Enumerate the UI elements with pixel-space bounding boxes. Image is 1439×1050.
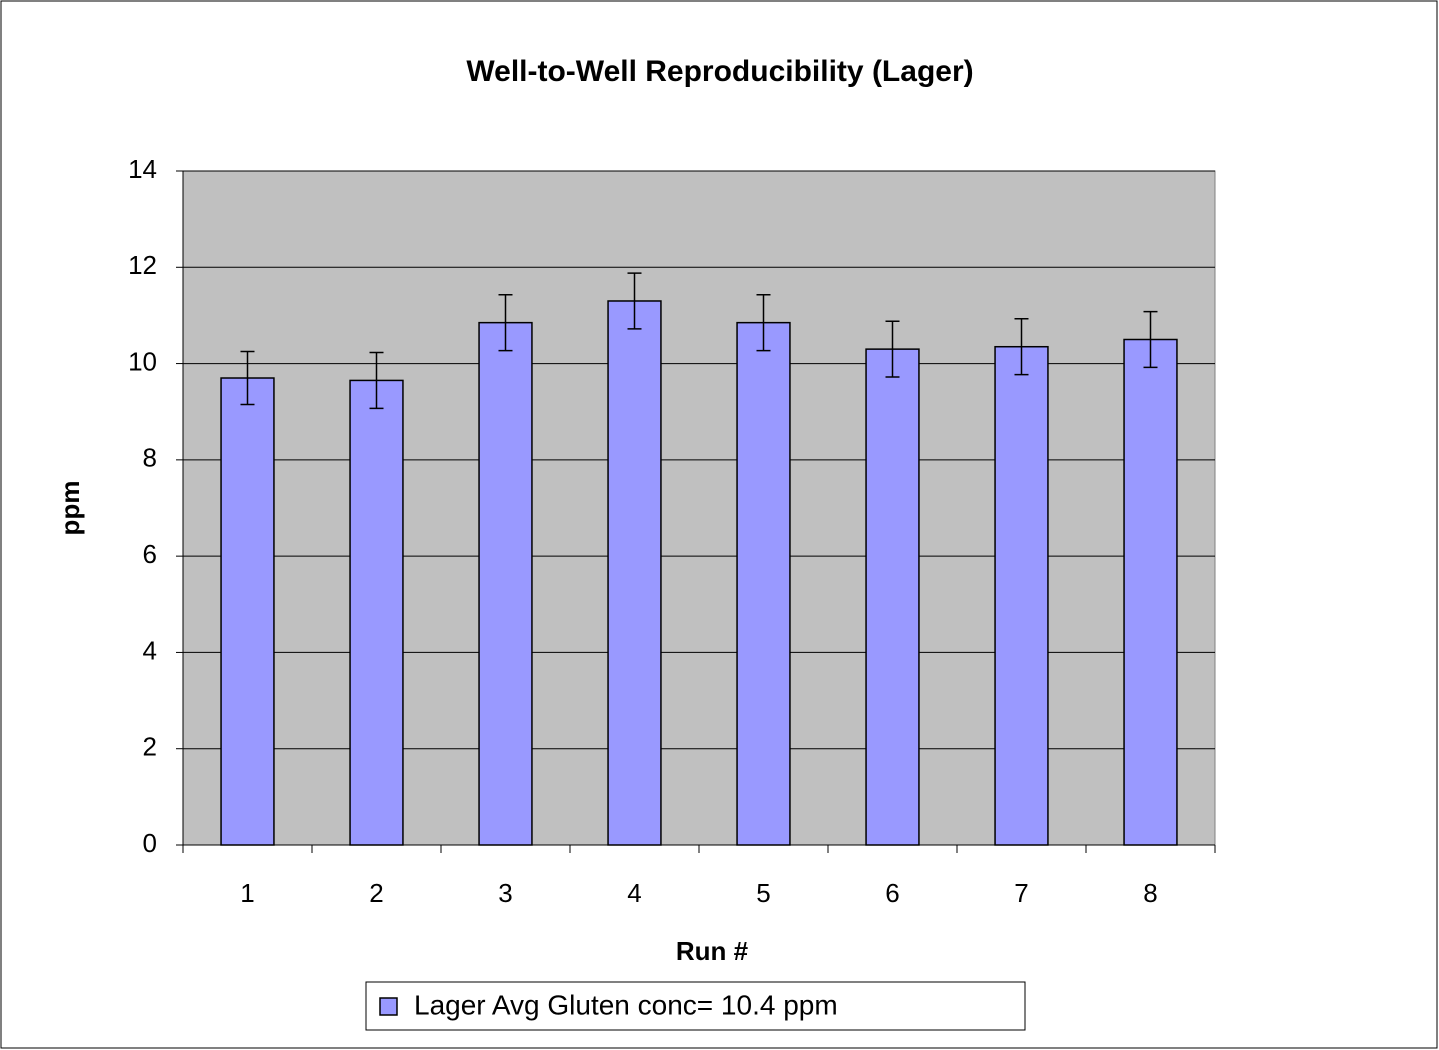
bar (865, 348, 920, 846)
error-bar (369, 351, 384, 410)
y-tick-label: 2 (143, 732, 157, 762)
legend-label: Lager Avg Gluten conc= 10.4 ppm (414, 989, 838, 1020)
legend-swatch (379, 997, 398, 1016)
bar (994, 345, 1049, 846)
y-tick-label: 4 (143, 635, 157, 665)
x-axis-label: Run # (676, 936, 749, 966)
error-bar (627, 272, 642, 330)
y-tick-label: 14 (128, 154, 157, 184)
y-tick-label: 8 (143, 443, 157, 473)
error-bar (885, 320, 900, 378)
x-tick-label: 4 (627, 878, 641, 908)
error-bar (1143, 310, 1158, 369)
plot-area (182, 170, 1216, 846)
error-bar (498, 293, 513, 352)
x-tick-label: 6 (885, 878, 899, 908)
y-tick-label: 6 (143, 539, 157, 569)
x-tick-label: 5 (756, 878, 770, 908)
chart-title: Well-to-Well Reproducibility (Lager) (466, 55, 973, 88)
x-tick-label: 8 (1143, 878, 1157, 908)
bar (478, 321, 533, 846)
bar (736, 321, 791, 846)
error-bar (240, 350, 255, 406)
bar (349, 379, 404, 846)
error-bar (756, 293, 771, 352)
error-bar (1014, 318, 1029, 376)
x-tick-label: 3 (498, 878, 512, 908)
x-tick-label: 7 (1014, 878, 1028, 908)
x-tick-label: 2 (369, 878, 383, 908)
bar (1123, 338, 1178, 846)
legend-box (365, 981, 1026, 1031)
y-tick-label: 0 (143, 828, 157, 858)
y-tick-label: 10 (128, 346, 157, 376)
bar (220, 377, 275, 846)
bar (607, 300, 662, 846)
y-axis-label: ppm (55, 481, 85, 536)
x-tick-label: 1 (240, 878, 254, 908)
y-tick-label: 12 (128, 250, 157, 280)
